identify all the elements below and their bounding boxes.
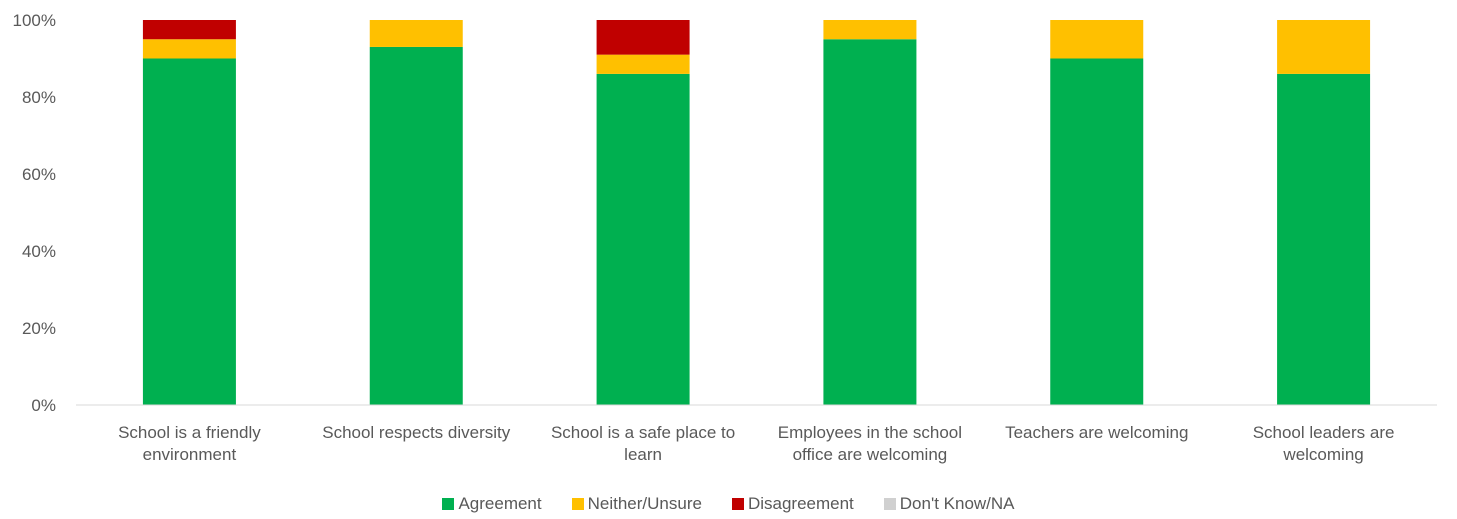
bar-segment-disagreement [596, 20, 690, 55]
x-tick-label-line: School leaders are [1253, 423, 1395, 442]
bar-segment-disagreement [142, 20, 236, 40]
y-tick-label: 100% [13, 11, 56, 30]
stacked-bar-chart: 0% 20% 40% 60% 80% 100% School is a friendly en… [13, 11, 1437, 464]
legend-item-agreement: Agreement [442, 494, 542, 514]
x-tick-label: School respects diversity [322, 423, 511, 442]
bar-segment-neither-unsure [1277, 20, 1371, 74]
legend-swatch-agreement [442, 498, 455, 510]
legend-item-neither-unsure: Neither/Unsure [571, 494, 702, 514]
bar-segment-agreement [1277, 73, 1371, 406]
x-tick-label-line: environment [143, 445, 237, 464]
x-tick-label-line: School is a safe place to [551, 423, 735, 442]
y-tick-label: 20% [22, 319, 56, 338]
y-tick-label: 40% [22, 242, 56, 261]
bar-segment-agreement [142, 58, 236, 405]
x-tick-label-line: learn [624, 445, 662, 464]
x-tick-label: School is a safe place to learn [551, 423, 735, 464]
bar-segment-neither-unsure [823, 20, 917, 40]
bar-segment-neither-unsure [142, 39, 236, 59]
x-tick-label-line: School respects diversity [322, 423, 511, 442]
x-tick-label-line: office are welcoming [793, 445, 948, 464]
y-tick-label: 0% [31, 396, 56, 415]
bar-segment-agreement [369, 46, 463, 405]
x-tick-label-line: Employees in the school [778, 423, 962, 442]
legend-label-neither-unsure: Neither/Unsure [587, 494, 702, 513]
x-tick-label: School is a friendly environment [118, 423, 261, 464]
x-tick-label-line: Teachers are welcoming [1005, 423, 1188, 442]
legend: Agreement Neither/Unsure Disagreement Do… [0, 494, 1457, 514]
bar-segment-agreement [1050, 58, 1144, 405]
bar-segment-agreement [823, 39, 917, 405]
legend-swatch-dont-know-na [883, 498, 896, 510]
y-tick-label: 80% [22, 88, 56, 107]
x-tick-label: Employees in the school office are welcom… [778, 423, 962, 464]
legend-swatch-neither-unsure [571, 498, 584, 510]
legend-label-agreement: Agreement [458, 494, 542, 513]
legend-swatch-disagreement [731, 498, 744, 510]
x-tick-label: Teachers are welcoming [1005, 423, 1188, 442]
x-tick-label-line: School is a friendly [118, 423, 261, 442]
legend-item-disagreement: Disagreement [731, 494, 854, 514]
legend-item-dont-know-na: Don't Know/NA [883, 494, 1015, 514]
bar-segment-neither-unsure [596, 54, 690, 74]
bar-segment-neither-unsure [369, 20, 463, 47]
bar-segment-neither-unsure [1050, 20, 1144, 59]
legend-label-disagreement: Disagreement [747, 494, 854, 513]
y-tick-label: 60% [22, 165, 56, 184]
x-tick-label: School leaders are welcoming [1253, 423, 1395, 464]
legend-label-dont-know-na: Don't Know/NA [899, 494, 1015, 513]
bar-segment-agreement [596, 73, 690, 406]
x-tick-label-line: welcoming [1282, 445, 1363, 464]
